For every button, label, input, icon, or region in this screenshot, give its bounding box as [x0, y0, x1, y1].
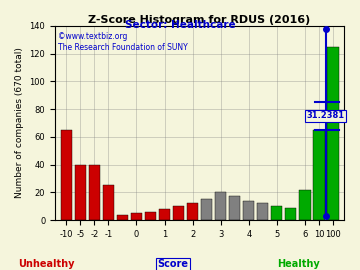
- Bar: [271, 206, 283, 220]
- Text: 31.2381: 31.2381: [306, 112, 344, 120]
- Bar: [159, 209, 170, 220]
- Bar: [201, 199, 212, 220]
- Bar: [145, 212, 156, 220]
- Bar: [257, 203, 269, 220]
- Bar: [229, 197, 240, 220]
- Bar: [285, 208, 297, 220]
- Bar: [327, 47, 339, 220]
- Y-axis label: Number of companies (670 total): Number of companies (670 total): [15, 48, 24, 198]
- Bar: [75, 164, 86, 220]
- Text: Healthy: Healthy: [278, 259, 320, 269]
- Bar: [243, 201, 255, 220]
- Bar: [60, 130, 72, 220]
- Bar: [89, 164, 100, 220]
- Title: Z-Score Histogram for RDUS (2016): Z-Score Histogram for RDUS (2016): [89, 15, 311, 25]
- Text: Unhealthy: Unhealthy: [19, 259, 75, 269]
- Bar: [173, 206, 184, 220]
- Text: Sector: Healthcare: Sector: Healthcare: [125, 20, 235, 30]
- Bar: [131, 213, 142, 220]
- Bar: [215, 192, 226, 220]
- Text: ©www.textbiz.org: ©www.textbiz.org: [58, 32, 127, 40]
- Text: The Research Foundation of SUNY: The Research Foundation of SUNY: [58, 43, 188, 52]
- Text: Score: Score: [157, 259, 188, 269]
- Bar: [299, 190, 311, 220]
- Bar: [313, 130, 325, 220]
- Bar: [117, 215, 128, 220]
- Bar: [187, 203, 198, 220]
- Bar: [103, 185, 114, 220]
